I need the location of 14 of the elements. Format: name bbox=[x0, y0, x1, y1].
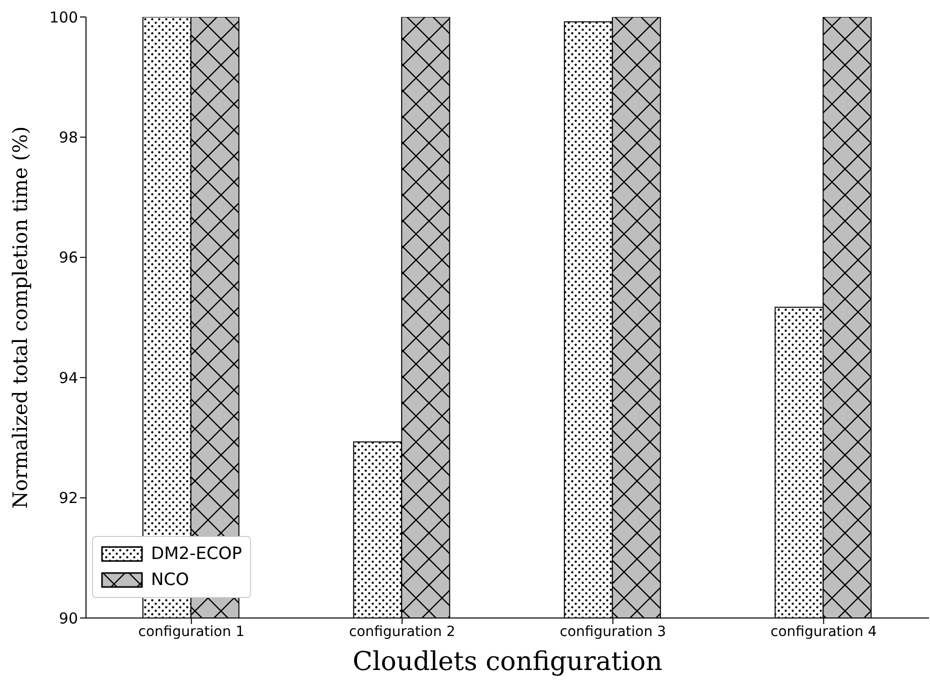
x-tick-label: configuration 2 bbox=[349, 624, 456, 640]
legend-label: DM2-ECOP bbox=[151, 544, 242, 564]
x-tick-label: configuration 3 bbox=[560, 624, 666, 640]
y-axis-title: Normalized total completion time (%) bbox=[8, 126, 32, 509]
x-tick-label: configuration 4 bbox=[770, 624, 877, 640]
legend-label: NCO bbox=[151, 570, 189, 590]
y-tick-label: 98 bbox=[58, 128, 78, 147]
y-tick-label: 96 bbox=[58, 248, 78, 267]
x-tick-label: configuration 1 bbox=[138, 624, 244, 640]
x-axis-title: Cloudlets configuration bbox=[352, 647, 663, 677]
y-tick-label: 92 bbox=[58, 489, 78, 508]
y-tick-label: 94 bbox=[58, 368, 78, 387]
y-tick-label: 100 bbox=[49, 8, 78, 26]
y-tick-label: 90 bbox=[58, 609, 78, 628]
